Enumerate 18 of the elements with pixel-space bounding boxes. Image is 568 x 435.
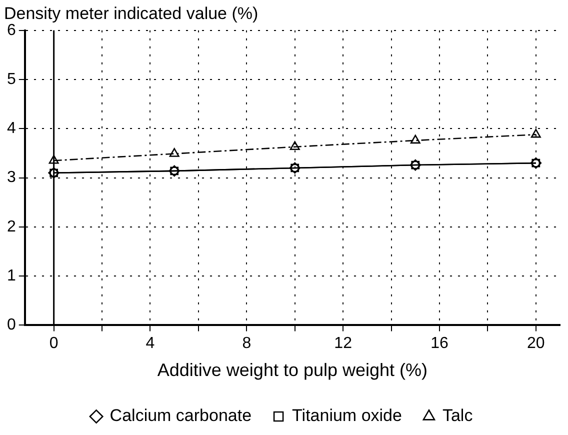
x-tick-label: 16	[430, 335, 448, 352]
x-tick-label: 0	[49, 335, 58, 352]
y-tick-label: 0	[6, 316, 16, 334]
x-tick-label: 4	[146, 335, 155, 352]
y-tick-label: 2	[6, 218, 16, 236]
legend-label: Talc	[442, 406, 474, 426]
y-tick-label: 4	[6, 120, 16, 138]
x-axis-title: Additive weight to pulp weight (%)	[157, 360, 428, 380]
y-tick-label: 5	[6, 70, 16, 88]
legend-label: Calcium carbonate	[110, 406, 252, 426]
x-tick-label: 8	[242, 335, 252, 352]
y-tick-label: 6	[6, 22, 16, 39]
y-axis-title: Density meter indicated value (%)	[4, 4, 258, 23]
x-tick-label: 12	[334, 335, 352, 352]
x-tick-label: 20	[527, 335, 545, 352]
y-tick-label: 1	[6, 267, 16, 284]
y-tick-label: 3	[6, 169, 16, 186]
legend-label: Titanium oxide	[292, 406, 402, 426]
